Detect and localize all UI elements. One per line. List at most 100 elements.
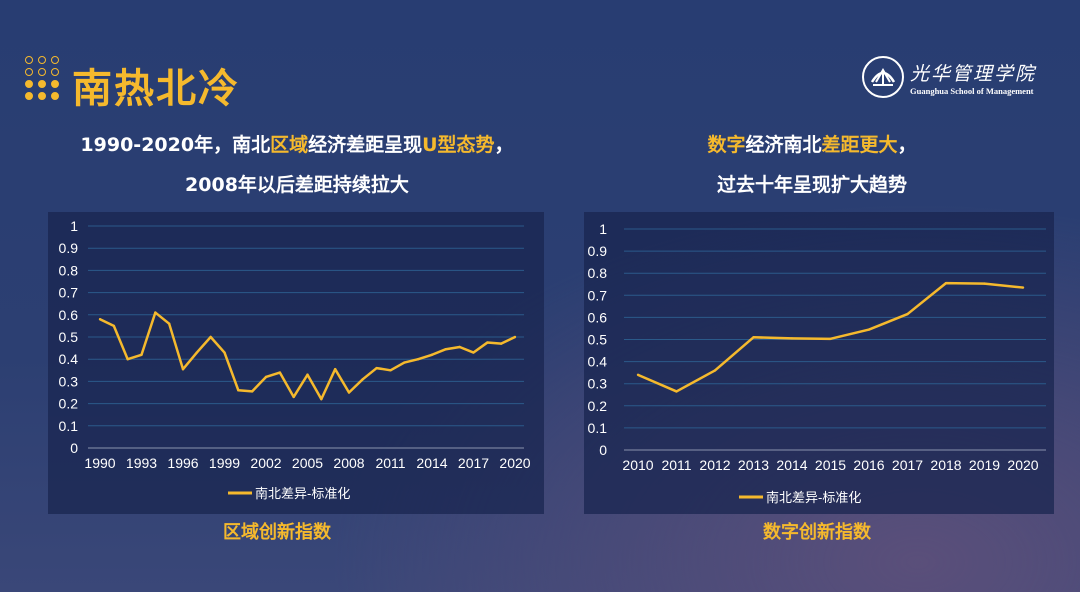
logo-cn: 光华管理学院 [910,62,1037,85]
legend-label: 南北差异-标准化 [255,486,350,501]
data-point [306,373,309,376]
subtitle-segment: 经济差距呈现 [308,134,423,156]
data-point [403,361,406,364]
page-title: 南热北冷 [72,65,240,112]
x-tick-label: 1990 [84,455,115,471]
university-seal-icon [862,56,904,98]
y-tick-label: 0.1 [59,418,79,434]
y-tick-label: 0.6 [588,309,608,325]
data-point [752,336,755,339]
data-point [1021,286,1025,289]
subtitle-segment: 2008年以后差距持续拉大 [185,174,409,196]
y-tick-label: 0.4 [59,351,79,367]
data-point [790,337,794,340]
data-point [867,328,871,331]
y-tick-label: 0.7 [588,287,608,303]
right-subtitle: 数字经济南北差距更大， 过去十年呈现扩大趋势 [542,125,1080,205]
data-point [223,351,226,354]
left-chart-panel: 0 0.1 0.2 0.3 0.4 0.5 0.6 0.7 0.8 0.9 1 1990 1993 199… [48,212,544,514]
y-tick-label: 1 [70,218,78,234]
data-point [486,341,489,344]
x-tick-label: 1996 [167,455,198,471]
x-tick-label: 2014 [776,457,807,473]
right-subtitle-line1: 数字经济南北差距更大， [542,125,1080,165]
x-tick-label: 1999 [209,455,240,471]
y-tick-label: 0.6 [59,307,79,323]
series-line [99,311,516,401]
data-point [416,358,420,361]
decorative-dots-icon [25,56,59,100]
y-tick-label: 0.5 [588,332,608,348]
data-point [333,367,337,371]
data-point [944,281,948,285]
x-tick-label: 2014 [416,455,447,471]
y-tick-label: 0.9 [59,240,79,256]
data-point [636,373,640,377]
subtitle-segment: 数字 [707,134,746,156]
data-point [154,311,157,314]
subtitle-segment: 差距更大 [821,134,898,156]
data-point [347,391,351,394]
subtitle-segment: U型态势 [422,134,495,156]
data-point [250,390,254,393]
y-tick-label: 0 [599,442,607,458]
x-tick-label: 2016 [853,457,884,473]
data-point [499,342,503,345]
x-tick-label: 2017 [892,457,923,473]
subtitle-segment: ， [897,134,917,156]
right-line-chart: 0 0.1 0.2 0.3 0.4 0.5 0.6 0.7 0.8 0.9 1 2010 2011 201… [588,221,1046,505]
y-tick-label: 0.1 [588,420,608,436]
data-point [320,397,323,401]
data-point [126,358,129,361]
data-point [983,282,986,285]
logo-en: Guanghua School of Management [910,85,1034,96]
data-point [829,337,832,341]
data-point [98,318,102,321]
data-point [292,395,295,399]
x-tick-label: 2011 [661,457,691,473]
data-point [713,369,717,372]
data-point [140,353,143,356]
y-tick-label: 0.9 [588,243,608,259]
x-tick-label: 2008 [333,455,364,471]
data-point [513,335,517,339]
data-point [444,348,448,351]
right-subtitle-line2: 过去十年呈现扩大趋势 [542,165,1080,205]
y-tick-label: 0.3 [59,373,79,389]
y-tick-label: 0.2 [59,396,79,412]
x-tick-label: 2017 [458,455,489,471]
x-tick-label: 2011 [375,455,405,471]
data-point [389,369,392,372]
left-subtitle-line1: 1990-2020年，南北区域经济差距呈现U型态势， [27,125,567,165]
x-tick-label: 2020 [1007,457,1038,473]
x-tick-label: 2013 [738,457,769,473]
left-chart-caption: 区域创新指数 [223,522,331,543]
data-point [237,389,240,392]
y-tick-label: 0 [70,440,78,456]
x-tick-label: 2018 [930,457,961,473]
y-tick-label: 0.5 [59,329,79,345]
logo: 光华管理学院 Guanghua School of Management [862,56,1036,98]
y-tick-label: 0.4 [588,354,608,370]
data-point [375,366,378,370]
y-tick-label: 0.3 [588,376,608,392]
x-tick-label: 2019 [969,457,1000,473]
subtitle-segment: 区域 [270,134,309,156]
y-tick-label: 0.8 [588,265,608,281]
data-point [278,371,282,374]
right-chart-caption: 数字创新指数 [763,522,871,543]
subtitle-segment: ， [494,134,514,156]
right-chart-panel: 0 0.1 0.2 0.3 0.4 0.5 0.6 0.7 0.8 0.9 1 2010 2011 201… [584,212,1054,514]
data-point [472,351,475,354]
subtitle-segment: 过去十年呈现扩大趋势 [716,174,907,196]
x-tick-label: 2015 [815,457,846,473]
x-tick-label: 2002 [250,455,281,471]
x-tick-label: 2005 [292,455,323,471]
y-tick-label: 0.8 [59,262,79,278]
data-point [675,390,678,393]
data-point [906,312,909,316]
data-point [112,324,116,328]
data-point [195,351,199,354]
x-tick-label: 2012 [699,457,730,473]
left-subtitle: 1990-2020年，南北区域经济差距呈现U型态势， 2008年以后差距持续拉大 [27,125,567,205]
